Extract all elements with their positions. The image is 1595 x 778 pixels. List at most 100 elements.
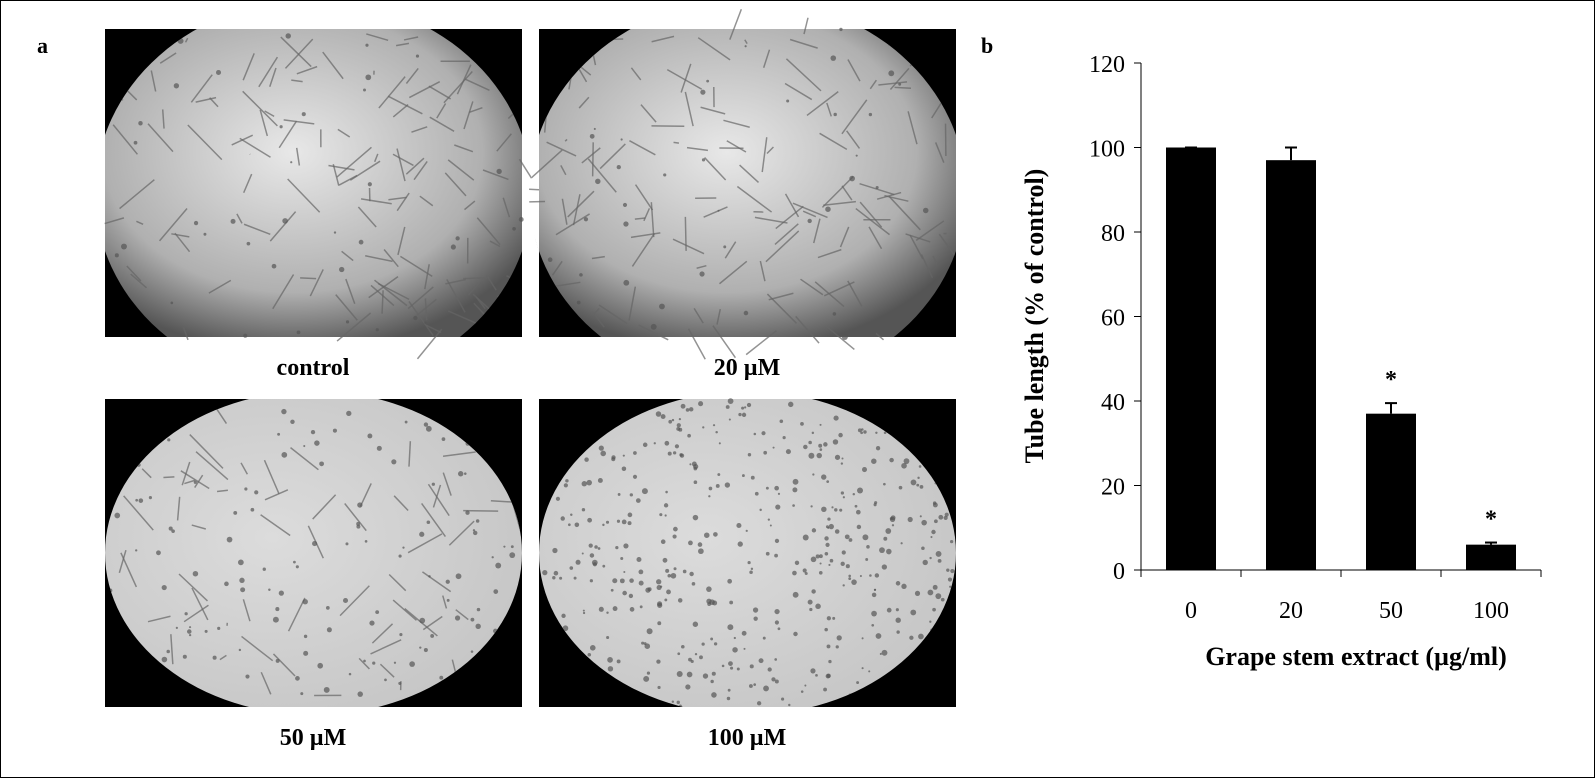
cell: [792, 570, 797, 576]
cell: [215, 69, 222, 75]
cell-network: [259, 109, 269, 137]
cell: [711, 692, 717, 698]
cell: [623, 221, 629, 227]
cell: [809, 607, 813, 612]
cell-network: [190, 74, 213, 103]
cell-network: [370, 639, 402, 655]
cell: [794, 560, 800, 566]
cell: [692, 514, 699, 521]
cell: [665, 568, 670, 573]
cell: [295, 565, 299, 569]
cell: [848, 577, 852, 581]
cell-network: [287, 178, 321, 213]
cell: [841, 457, 844, 460]
cell: [244, 487, 248, 491]
cell: [664, 514, 667, 517]
cell: [848, 574, 851, 578]
cell: [250, 507, 255, 512]
cell: [710, 637, 714, 641]
x-axis-title: Grape stem extract (µg/ml): [1205, 642, 1507, 671]
cell: [455, 573, 462, 580]
cell: [272, 616, 279, 623]
cell: [676, 700, 680, 705]
cell: [593, 127, 596, 130]
cell-network: [216, 489, 229, 493]
cell: [138, 498, 144, 503]
cell: [620, 556, 624, 561]
cell: [774, 658, 778, 661]
cell: [680, 403, 686, 409]
cell: [828, 659, 832, 664]
cell-network: [442, 451, 476, 457]
cell: [708, 486, 713, 491]
cell: [166, 649, 170, 654]
cell: [932, 502, 938, 508]
cell: [708, 495, 711, 498]
cell: [493, 589, 499, 594]
cell: [598, 606, 604, 612]
cell-network: [195, 451, 229, 481]
cell: [279, 125, 283, 129]
cell-network: [170, 634, 174, 665]
cell: [413, 315, 418, 321]
cell: [807, 218, 812, 224]
cell: [188, 633, 192, 637]
cell: [663, 503, 669, 508]
y-tick-label: 100: [1089, 137, 1125, 163]
cell: [240, 587, 246, 593]
cell: [834, 454, 841, 460]
cell: [584, 457, 589, 462]
cell-network: [448, 520, 475, 546]
cell: [581, 481, 587, 487]
cell: [441, 437, 446, 441]
cell: [688, 540, 693, 546]
cell-network: [147, 123, 174, 153]
cell-network: [592, 307, 600, 316]
cell: [574, 522, 580, 528]
cell: [312, 541, 318, 547]
cell: [646, 628, 653, 635]
cell-network: [915, 220, 945, 241]
cell: [303, 634, 308, 639]
cell-network: [120, 552, 138, 588]
cell: [285, 33, 291, 39]
cell: [881, 564, 888, 570]
cell-network: [888, 196, 921, 231]
cell-network: [322, 51, 344, 80]
cell: [748, 684, 753, 688]
cell: [689, 571, 694, 577]
cell: [863, 430, 867, 434]
cell: [759, 508, 762, 512]
cell: [629, 493, 633, 497]
cell: [243, 333, 248, 338]
cell: [161, 584, 167, 591]
cell-network: [150, 70, 157, 92]
cell: [472, 529, 476, 532]
cell-network: [432, 484, 442, 508]
cell: [756, 701, 762, 706]
cell-network: [260, 514, 291, 537]
cell-network: [934, 142, 945, 163]
cell-network: [174, 232, 191, 253]
cell: [491, 556, 494, 559]
cell: [910, 479, 917, 486]
cell: [745, 529, 748, 532]
cell: [736, 667, 740, 671]
cell: [763, 450, 768, 455]
cell: [233, 510, 238, 515]
cell-network: [444, 172, 467, 197]
cell: [428, 575, 431, 578]
cell-network: [938, 233, 957, 258]
cell: [836, 635, 842, 641]
cell-network: [564, 138, 568, 142]
cell-network: [345, 278, 356, 305]
cell-network: [95, 291, 106, 314]
cell: [114, 253, 119, 258]
cell-network: [236, 213, 243, 224]
cell: [583, 217, 589, 222]
cell: [148, 496, 152, 500]
cell: [628, 593, 634, 599]
cell-network: [729, 9, 743, 40]
cell: [929, 620, 932, 623]
cell: [861, 637, 864, 640]
